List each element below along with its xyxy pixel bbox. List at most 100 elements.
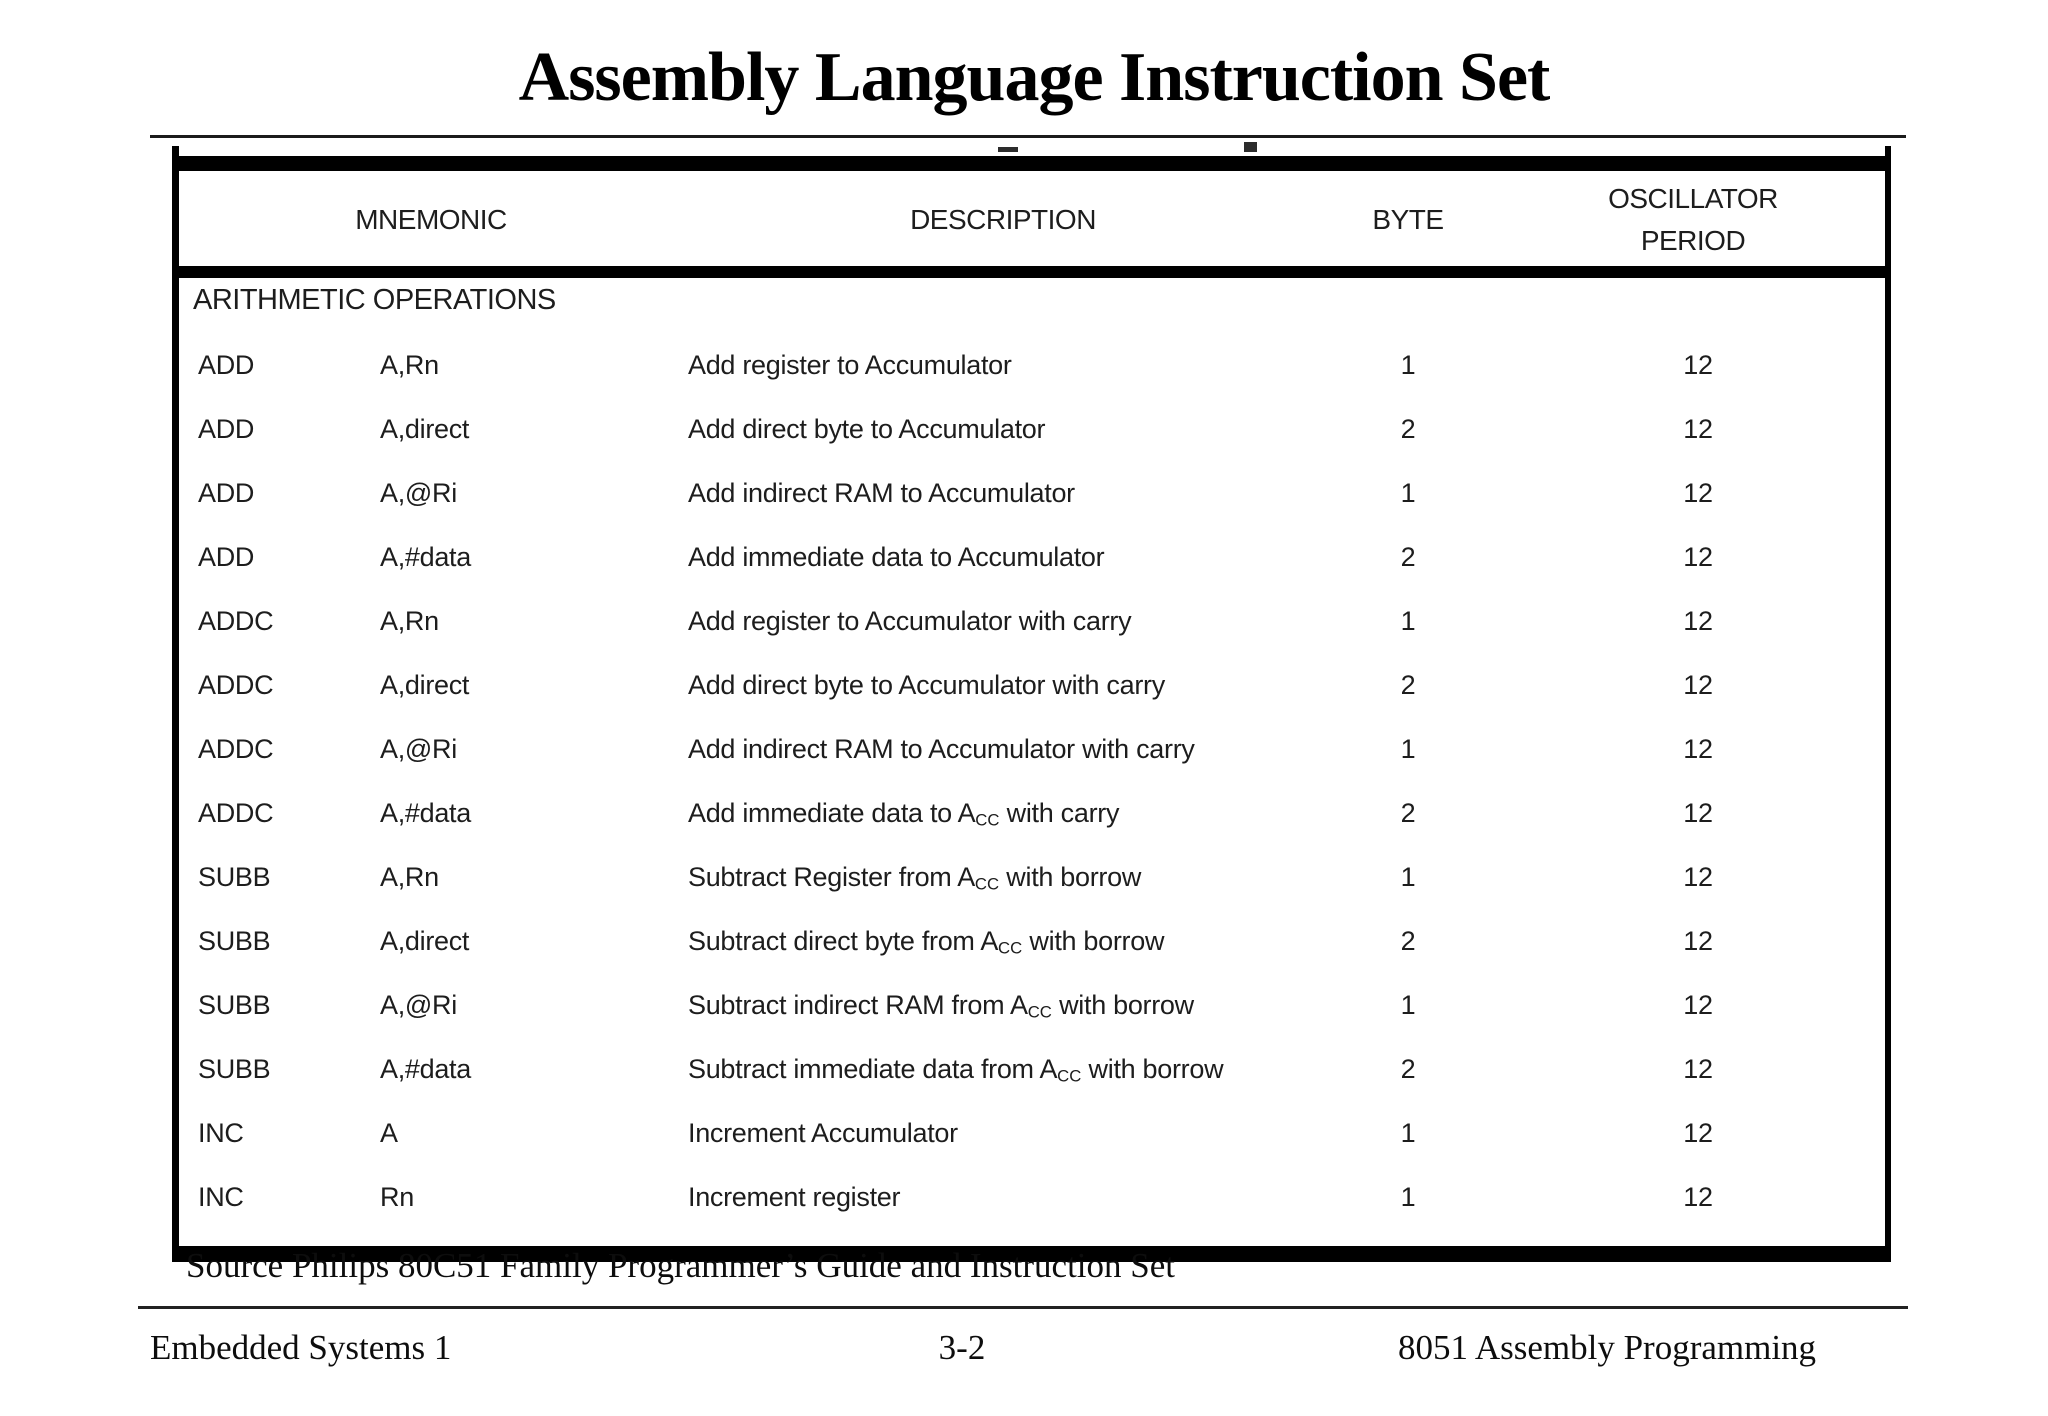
byte-count: 2 [1400,926,1416,956]
scan-artifact-dash [998,147,1018,152]
mnemonic-op: SUBB [198,862,271,892]
byte-count: 2 [1400,798,1416,828]
mnemonic-operand: A,#data [380,1054,471,1084]
mnemonic-operand: A,@Ri [380,478,457,508]
table-row: ADD A,Rn Add register to Accumulator 1 12 [0,333,2048,397]
description: Add register to Accumulator with carry [688,606,1132,636]
table-top-border [179,156,1885,171]
description: Add direct byte to Accumulator with carr… [688,670,1165,700]
table-row: ADD A,#data Add immediate data to Accumula… [0,525,2048,589]
column-header-oscillator-period: OSCILLATOR PERIOD [1608,183,1778,256]
description: Add direct byte to Accumulator [688,414,1046,444]
description: Subtract indirect RAM from ACC with borr… [688,990,1194,1022]
mnemonic-op: ADDC [198,798,274,828]
byte-count: 1 [1400,1182,1416,1212]
page-title: Assembly Language Instruction Set [518,39,1551,116]
mnemonic-op: ADD [198,414,255,444]
mnemonic-operand: A,Rn [380,606,439,636]
subscript: CC [975,810,1000,830]
mnemonic-op: ADD [198,542,255,572]
byte-count: 1 [1400,1118,1416,1148]
table-row: SUBB A,#data Subtract immediate data from … [0,1037,2048,1101]
oscillator-period: 12 [1683,990,1713,1020]
description: Add immediate data to ACC with carry [688,798,1120,830]
title-underline [150,135,1906,138]
table-row: ADDC A,Rn Add register to Accumulator with… [0,589,2048,653]
subscript: CC [1057,1066,1082,1086]
oscillator-period: 12 [1683,734,1713,764]
byte-count: 1 [1400,734,1416,764]
subscript: CC [1027,1002,1052,1022]
table-row: INC A Increment Accumulator 1 12 [0,1101,2048,1165]
byte-count: 1 [1400,606,1416,636]
mnemonic-operand: A,Rn [380,350,439,380]
byte-count: 2 [1400,1054,1416,1084]
table-row: ADD A,direct Add direct byte to Accumulato… [0,397,2048,461]
byte-count: 2 [1400,542,1416,572]
byte-count: 1 [1400,478,1416,508]
mnemonic-operand: A,#data [380,542,471,572]
description: Add register to Accumulator [688,350,1012,380]
description: Increment register [688,1182,901,1212]
byte-count: 1 [1400,350,1416,380]
mnemonic-op: SUBB [198,926,271,956]
section-label-arithmetic-operations: ARITHMETIC OPERATIONS [193,284,556,316]
table-row: SUBB A,direct Subtract direct byte from AC… [0,909,2048,973]
mnemonic-op: INC [198,1118,244,1148]
footer-topic: 8051 Assembly Programming [1398,1328,1817,1367]
description: Add indirect RAM to Accumulator [688,478,1075,508]
oscillator-period: 12 [1683,478,1713,508]
oscillator-period: 12 [1683,414,1713,444]
mnemonic-op: ADDC [198,734,274,764]
mnemonic-operand: A,direct [380,670,470,700]
byte-count: 2 [1400,414,1416,444]
mnemonic-op: INC [198,1182,244,1212]
oscillator-period: 12 [1683,542,1713,572]
table-row: SUBB A,Rn Subtract Register from ACC with … [0,845,2048,909]
description: Increment Accumulator [688,1118,958,1148]
subscript: CC [974,874,1000,894]
oscillator-period: 12 [1683,798,1713,828]
table-row: ADDC A,#data Add immediate data to ACC wit… [0,781,2048,845]
description: Subtract immediate data from ACC with bo… [688,1054,1224,1086]
mnemonic-operand: A,@Ri [380,990,457,1020]
oscillator-period: 12 [1683,926,1713,956]
column-header-description: DESCRIPTION [910,204,1096,235]
subscript: CC [998,938,1023,958]
table-row: ADDC A,@Ri Add indirect RAM to Accumulator… [0,717,2048,781]
column-header-mnemonic: MNEMONIC [355,204,507,235]
table-header-rule [179,266,1885,278]
mnemonic-operand: A,@Ri [380,734,457,764]
footer-course-name: Embedded Systems 1 [150,1328,452,1367]
table-row: ADD A,@Ri Add indirect RAM to Accumulator 1… [0,461,2048,525]
mnemonic-op: ADDC [198,606,274,636]
mnemonic-op: SUBB [198,990,271,1020]
oscillator-period: 12 [1683,1182,1713,1212]
oscillator-period: 12 [1683,606,1713,636]
table-row: ADDC A,direct Add direct byte to Accumulat… [0,653,2048,717]
mnemonic-op: ADD [198,350,255,380]
oscillator-period: 12 [1683,670,1713,700]
column-header-byte: BYTE [1372,204,1444,235]
source-note: Source Philips 80C51 Family Programmer’s… [186,1246,1175,1285]
byte-count: 1 [1400,990,1416,1020]
mnemonic-op: SUBB [198,1054,271,1084]
instruction-table [172,146,1891,1262]
mnemonic-op: ADDC [198,670,274,700]
scan-artifact-square [1244,142,1257,152]
oscillator-period: 12 [1683,1118,1713,1148]
mnemonic-operand: A,direct [380,926,470,956]
table-row: SUBB A,@Ri Subtract indirect RAM from ACC … [0,973,2048,1037]
footer-rule [138,1306,1908,1309]
description: Subtract direct byte from ACC with borro… [688,926,1165,958]
table-row: INC Rn Increment register 1 12 [0,1165,2048,1229]
oscillator-period: 12 [1683,862,1713,892]
byte-count: 2 [1400,670,1416,700]
byte-count: 1 [1400,862,1416,892]
mnemonic-op: ADD [198,478,255,508]
mnemonic-operand: A [380,1118,398,1148]
footer-page-number: 3-2 [938,1328,986,1367]
oscillator-period: 12 [1683,350,1713,380]
